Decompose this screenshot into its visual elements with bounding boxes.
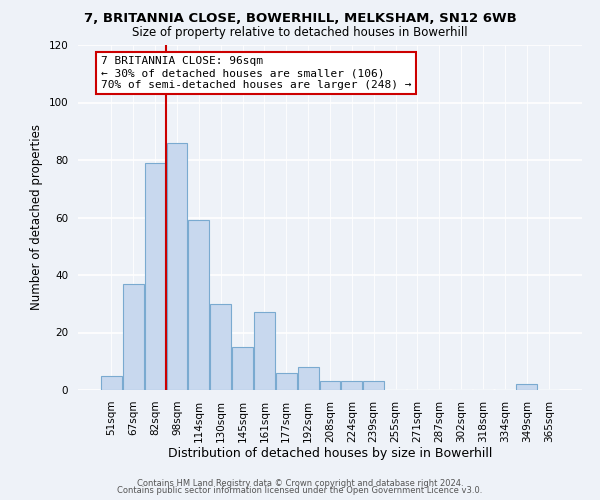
X-axis label: Distribution of detached houses by size in Bowerhill: Distribution of detached houses by size … xyxy=(168,448,492,460)
Text: Contains public sector information licensed under the Open Government Licence v3: Contains public sector information licen… xyxy=(118,486,482,495)
Bar xyxy=(364,382,384,390)
Bar xyxy=(123,284,143,390)
Text: Size of property relative to detached houses in Bowerhill: Size of property relative to detached ho… xyxy=(132,26,468,39)
Text: 7 BRITANNIA CLOSE: 96sqm
← 30% of detached houses are smaller (106)
70% of semi-: 7 BRITANNIA CLOSE: 96sqm ← 30% of detach… xyxy=(101,56,411,90)
Bar xyxy=(210,304,231,390)
Text: Contains HM Land Registry data © Crown copyright and database right 2024.: Contains HM Land Registry data © Crown c… xyxy=(137,478,463,488)
Text: 7, BRITANNIA CLOSE, BOWERHILL, MELKSHAM, SN12 6WB: 7, BRITANNIA CLOSE, BOWERHILL, MELKSHAM,… xyxy=(83,12,517,26)
Bar xyxy=(232,347,253,390)
Bar xyxy=(320,382,340,390)
Bar xyxy=(298,367,319,390)
Bar xyxy=(517,384,537,390)
Bar xyxy=(276,373,296,390)
Bar xyxy=(167,143,187,390)
Y-axis label: Number of detached properties: Number of detached properties xyxy=(30,124,43,310)
Bar xyxy=(188,220,209,390)
Bar xyxy=(254,312,275,390)
Bar xyxy=(145,163,166,390)
Bar xyxy=(101,376,122,390)
Bar xyxy=(341,382,362,390)
